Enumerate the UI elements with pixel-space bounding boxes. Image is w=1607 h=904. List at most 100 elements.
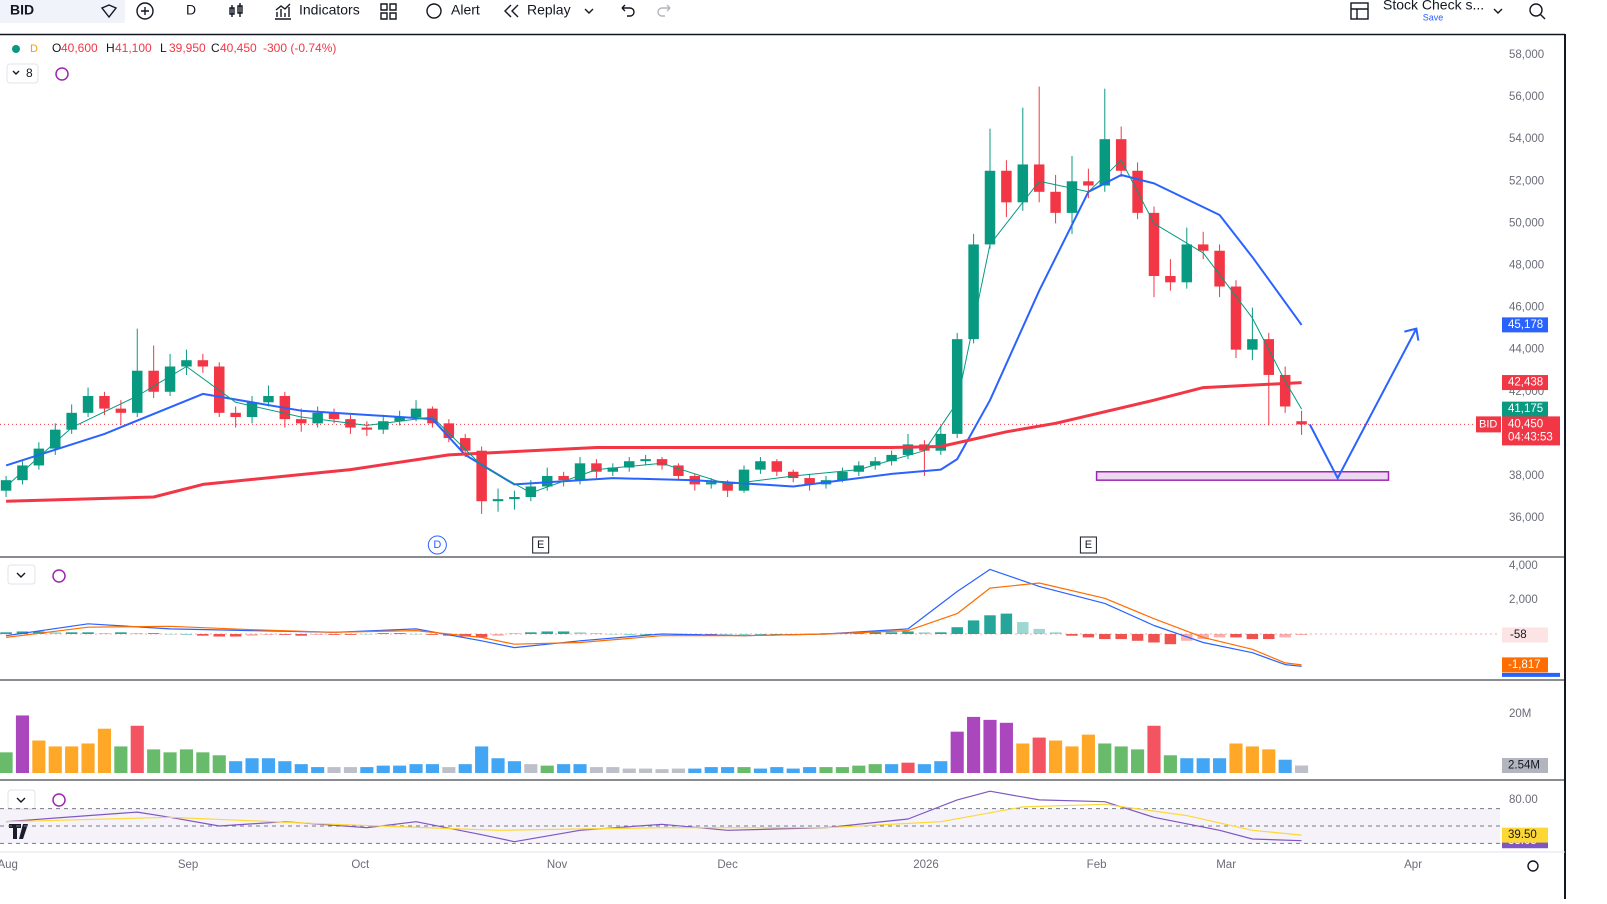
candle-body	[476, 450, 487, 502]
line	[5, 174, 1303, 488]
volume-bar	[1245, 746, 1259, 774]
alert-icon[interactable]	[426, 3, 442, 19]
indicator-count[interactable]: 8	[26, 66, 33, 80]
candle-body	[738, 469, 750, 491]
volume-bar	[327, 767, 341, 774]
layout-icon[interactable]	[1350, 2, 1369, 20]
volume-bar	[901, 762, 915, 774]
histogram-bar	[131, 633, 143, 634]
candle-body	[623, 461, 635, 468]
line	[6, 381, 1302, 503]
candle-body	[984, 170, 996, 245]
interval[interactable]: D	[186, 2, 196, 18]
histogram-bar	[1213, 633, 1226, 638]
replay[interactable]: Replay	[527, 2, 571, 18]
volume-bar	[983, 719, 997, 774]
y-tick-label: 58,000	[1509, 49, 1544, 61]
y-tick-label: 54,000	[1509, 133, 1544, 145]
histogram-bar	[885, 632, 898, 634]
volume-bar	[475, 746, 489, 774]
volume-bar	[1147, 725, 1161, 774]
histogram-bar	[525, 632, 537, 634]
histogram-bar	[180, 633, 193, 635]
volume-bar	[458, 764, 472, 774]
volume-bar	[639, 768, 653, 774]
settings-icon[interactable]	[1527, 860, 1539, 872]
histogram-bar	[49, 632, 62, 634]
volume-bar	[524, 764, 538, 774]
replay-icon[interactable]	[504, 4, 519, 18]
chevron[interactable]	[12, 70, 20, 75]
search-icon[interactable]	[1529, 3, 1543, 17]
add-icon[interactable]	[136, 2, 154, 20]
candle-body	[1165, 276, 1176, 283]
candle-body	[410, 408, 422, 418]
volume-bar	[32, 740, 46, 774]
refresh-icon[interactable]	[52, 793, 66, 807]
volume-bar	[688, 768, 702, 774]
symbol-tag-label: BID	[1479, 418, 1497, 430]
pane	[0, 86, 1500, 514]
pane-toggle[interactable]	[7, 789, 36, 810]
chevron[interactable]	[1493, 8, 1503, 14]
pane-toggle[interactable]	[7, 564, 36, 585]
volume-bar	[1114, 746, 1128, 774]
candle-body	[181, 360, 192, 367]
histogram-bar	[115, 632, 127, 634]
save[interactable]: Save	[1423, 12, 1444, 22]
volume-bar	[917, 764, 931, 774]
volume-bar	[721, 767, 735, 774]
volume-bar	[950, 731, 964, 774]
candle-body	[1230, 286, 1242, 350]
redo[interactable]	[657, 4, 671, 17]
candle-body	[1197, 244, 1209, 251]
price-tag	[1502, 375, 1548, 391]
volume-bar	[770, 767, 784, 774]
histogram-bar	[574, 632, 586, 634]
histogram-bar	[984, 615, 996, 634]
histogram-bar	[508, 633, 521, 634]
layout-name[interactable]: Stock Check s...	[1383, 0, 1484, 13]
candle-body	[1066, 181, 1078, 213]
histogram-bar	[492, 633, 504, 636]
volume-bar	[261, 758, 276, 774]
histogram-bar	[377, 633, 389, 634]
symbol[interactable]: BID	[10, 2, 34, 18]
candle-body	[1148, 212, 1160, 277]
indicators[interactable]: Indicators	[299, 2, 360, 18]
logo[interactable]	[9, 824, 28, 839]
histogram-bar	[426, 633, 439, 635]
histogram-bar	[1131, 633, 1144, 641]
refresh-icon[interactable]	[55, 67, 69, 81]
histogram-bar	[639, 633, 652, 635]
volume-bar	[1213, 758, 1227, 774]
volume-bar	[557, 764, 571, 774]
indicators-icon[interactable]	[275, 3, 291, 20]
price-tag-label: 42,438	[1508, 377, 1543, 389]
chart-type-icon[interactable]	[229, 3, 243, 17]
candle-body	[1296, 421, 1307, 425]
icon[interactable]	[100, 4, 118, 19]
candle-body	[99, 395, 110, 409]
candle-body	[804, 478, 815, 485]
indicator-toggle[interactable]	[6, 63, 39, 84]
candle-body	[541, 475, 553, 487]
event-marker	[532, 536, 550, 554]
volume-bar	[343, 767, 358, 774]
line	[6, 582, 1302, 666]
templates-icon[interactable]	[380, 3, 397, 20]
chevron[interactable]	[584, 8, 594, 14]
symbol-box[interactable]	[0, 0, 125, 23]
x-tick-label: Dec	[717, 859, 738, 871]
histogram-bar	[557, 631, 570, 634]
volume-bar	[786, 768, 800, 774]
alert[interactable]: Alert	[451, 2, 480, 18]
undo[interactable]	[621, 4, 635, 17]
candle-body	[1247, 339, 1258, 350]
refresh-icon[interactable]	[52, 569, 66, 583]
volume-bar	[278, 761, 292, 774]
x-tick-label: Feb	[1087, 859, 1107, 871]
histogram-bar	[410, 633, 422, 635]
candle-body	[197, 360, 209, 367]
